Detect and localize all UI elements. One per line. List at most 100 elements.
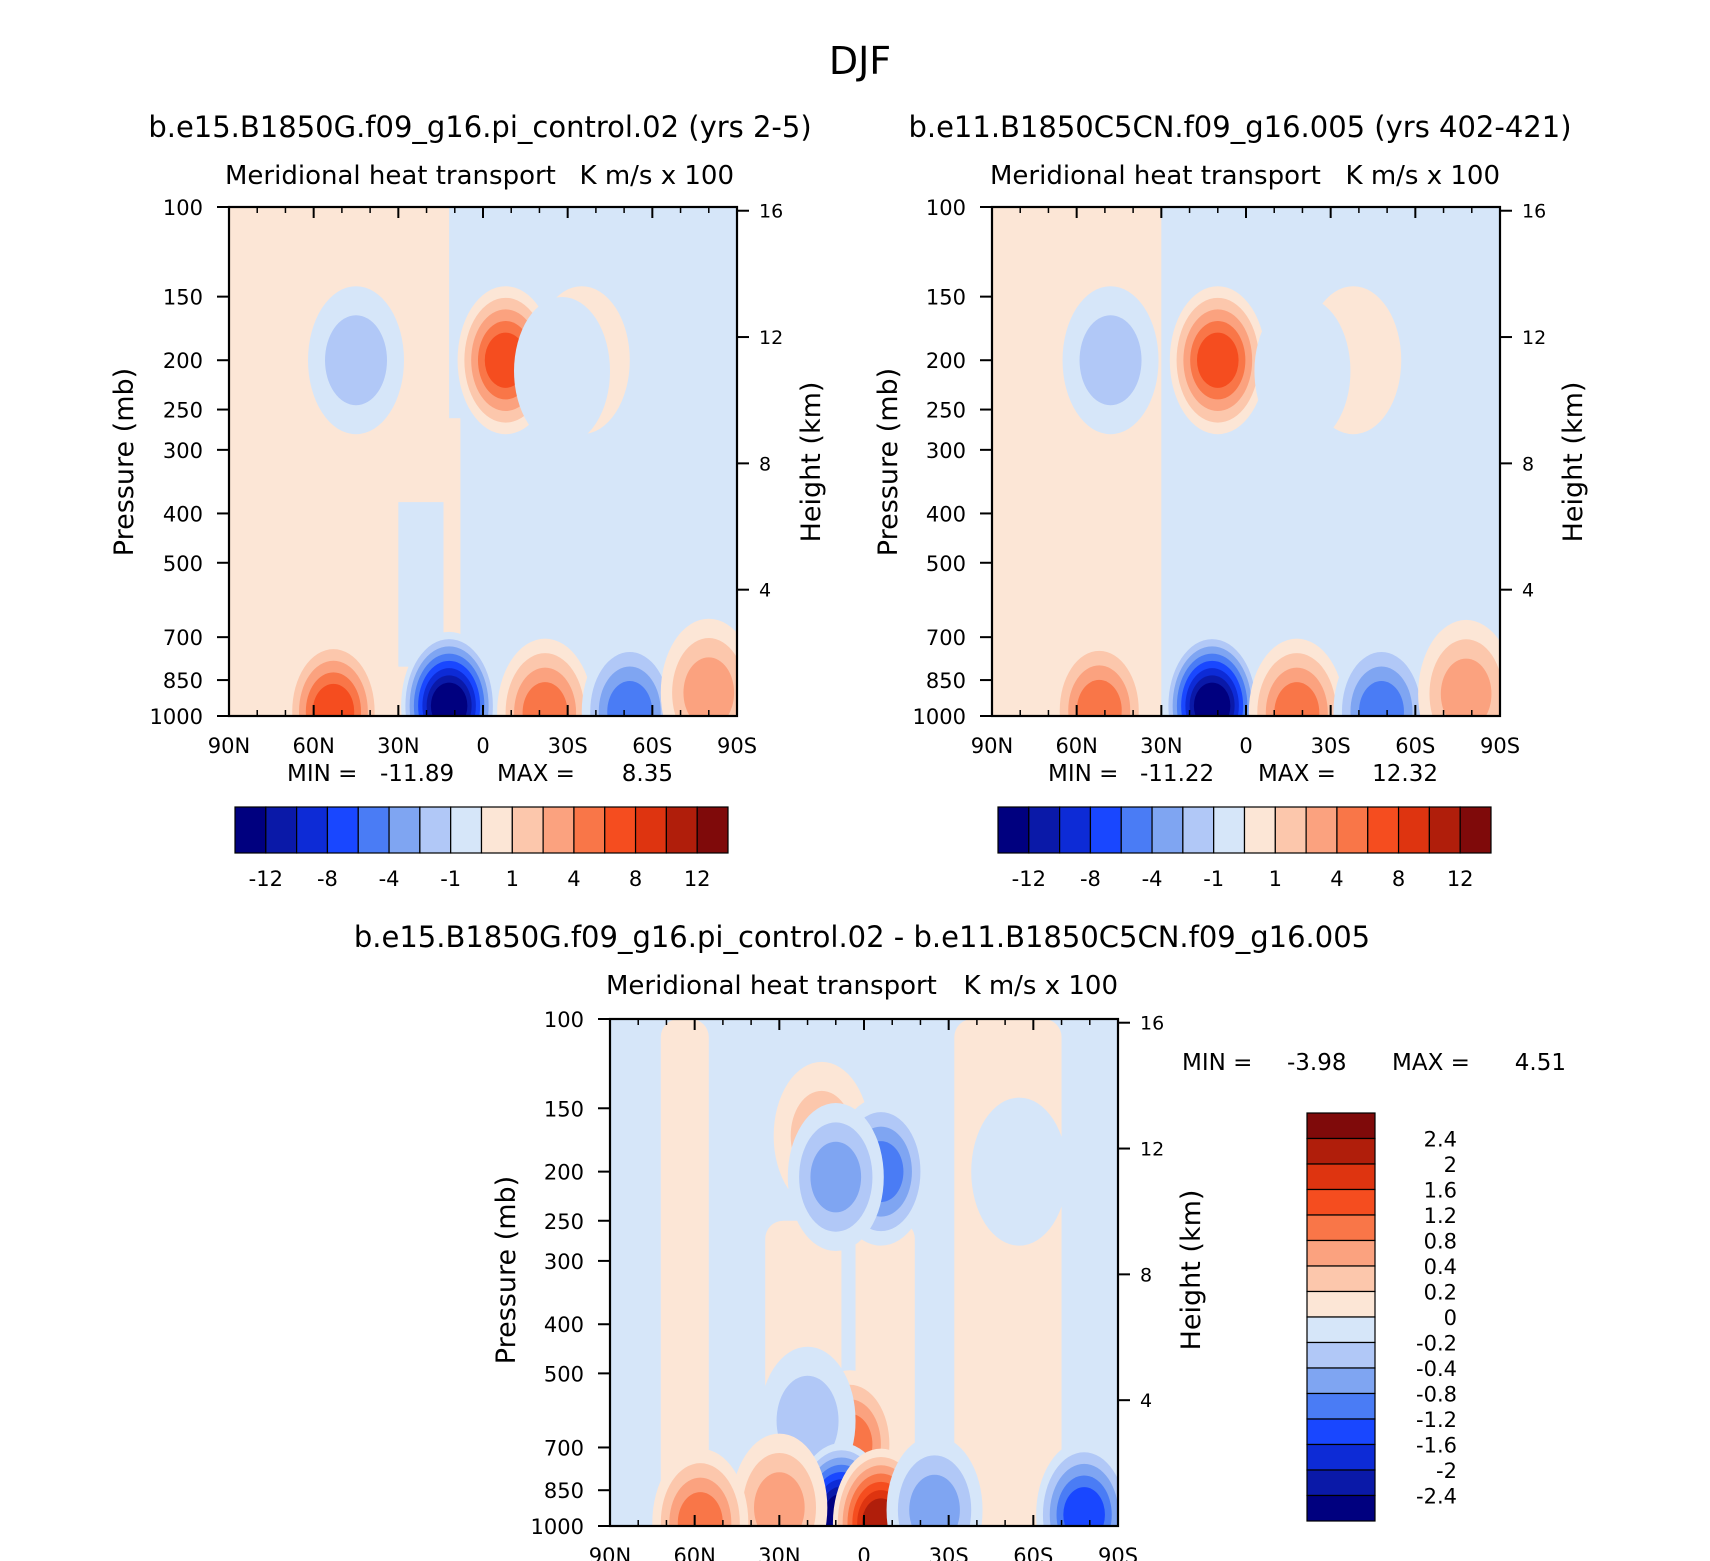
panel-1-ytick-label: 200 <box>163 349 203 373</box>
panel-2-ytick-label: 500 <box>926 552 966 576</box>
panel-3-colorbar-label: -1.2 <box>1416 1408 1457 1432</box>
panel-3-colorbar-box <box>1306 1418 1376 1446</box>
panel-3-contour <box>754 1472 805 1526</box>
panel-1-plot: 90N 60N 30N 0 30S 60S 90S 100 150 200 250 300 400 500… <box>150 196 784 758</box>
panel-3-colorbar-label: -1.6 <box>1416 1434 1457 1458</box>
panel-1-colorbar-box <box>696 806 729 854</box>
panel-3-colorbar-label: -0.2 <box>1416 1332 1457 1356</box>
panel-2-colorbar-box <box>1305 806 1338 854</box>
panel-3-colorbar-box <box>1306 1214 1376 1242</box>
panel-2-colorbar-box <box>1243 806 1276 854</box>
panel-2-xtick-label: 60S <box>1395 734 1435 758</box>
panel-1-max-value: 8.35 <box>622 761 673 787</box>
panel-2-contour <box>1193 682 1231 716</box>
panel-1-ytick-label: 500 <box>163 552 203 576</box>
panel-2-ytick-right-label: 12 <box>1522 327 1546 349</box>
panel-3-xtick-label: 90N <box>589 1544 631 1561</box>
panel-3-right-string: K m/s x 100 <box>964 971 1119 1001</box>
panel-2-colorbar-label: 8 <box>1392 867 1405 891</box>
panel-3-colorbar-box <box>1306 1392 1376 1420</box>
panel-2-colorbar-box <box>1028 806 1061 854</box>
panel-1-colorbar: -12 -8 -4 -1 1 4 8 12 <box>234 806 729 891</box>
panel-2-contour <box>1254 297 1351 446</box>
panel-3-ytick-label: 150 <box>544 1097 584 1121</box>
panel-2-ytick-label: 300 <box>926 439 966 463</box>
panel-1-xtick-label: 30N <box>377 734 419 758</box>
panel-2-colorbar-label: 4 <box>1330 867 1343 891</box>
panel-2-xtick-label: 30N <box>1140 734 1182 758</box>
panel-2-colorbar-box <box>1367 806 1400 854</box>
panel-2-contour <box>1440 658 1492 716</box>
panel-2-xtick-label: 90N <box>971 734 1013 758</box>
panel-1-ytick-label: 400 <box>163 502 203 526</box>
panel-1-colorbar-box <box>388 806 421 854</box>
panel-2-ytick-label: 400 <box>926 502 966 526</box>
panel-2-contour <box>1274 682 1320 716</box>
panel-2-contour <box>1076 679 1122 716</box>
panel-3-contour <box>810 1141 862 1213</box>
panel-3-colorbar-label: -2 <box>1436 1459 1457 1483</box>
panel-3-field <box>610 1019 1118 1526</box>
panel-1-colorbar-label: -4 <box>379 867 400 891</box>
panel-3-colorbar-label: -2.4 <box>1416 1485 1457 1509</box>
panel-1-contour <box>325 315 387 406</box>
panel-3-ylabel-right: Height (km) <box>1176 1190 1207 1351</box>
panel-1-colorbar-box <box>326 806 359 854</box>
panel-2-colorbar-box <box>1089 806 1122 854</box>
panel-1-contour <box>522 682 568 716</box>
panel-2-colorbar-box <box>1336 806 1369 854</box>
panel-3-colorbar-box <box>1306 1469 1376 1497</box>
panel-2-ytick-label: 700 <box>926 626 966 650</box>
panel-1-min-value: -11.89 <box>380 761 454 787</box>
panel-3-xtick-label: 0 <box>857 1544 870 1561</box>
panel-1-contour <box>430 682 468 716</box>
panel-3-colorbar-box <box>1306 1367 1376 1395</box>
panel-2: b.e11.B1850C5CN.f09_g16.005 (yrs 402-421… <box>873 110 1589 891</box>
panel-3-colorbar-box <box>1306 1137 1376 1165</box>
panel-3-ytick-label: 850 <box>544 1479 584 1503</box>
panel-2-ytick-right-label: 8 <box>1522 453 1534 475</box>
panel-1-ytick-label: 850 <box>163 669 203 693</box>
panel-1-colorbar-box <box>634 806 667 854</box>
panel-3-colorbar-box <box>1306 1290 1376 1318</box>
panel-3-colorbar-label: 1.2 <box>1424 1204 1457 1228</box>
panel-1-contour <box>514 297 611 446</box>
panel-3-ytick-label: 400 <box>544 1313 584 1337</box>
panel-3-colorbar-label: 2 <box>1444 1153 1457 1177</box>
panel-2-colorbar-box <box>1459 806 1492 854</box>
panel-3-colorbar-box <box>1306 1239 1376 1267</box>
panel-1-colorbar-box <box>357 806 390 854</box>
panel-1-colorbar-box <box>234 806 267 854</box>
panel-1-ytick-label: 700 <box>163 626 203 650</box>
panel-1-colorbar-box <box>450 806 483 854</box>
panel-3-colorbar-box <box>1306 1163 1376 1191</box>
panel-1-case-title: b.e15.B1850G.f09_g16.pi_control.02 (yrs … <box>148 110 811 144</box>
panel-1-colorbar-box <box>419 806 452 854</box>
panel-3-colorbar-box <box>1306 1265 1376 1293</box>
panel-3-contour <box>971 1097 1068 1246</box>
panel-2-plot: 90N 60N 30N 0 30S 60S 90S 100 150 200 250 300 400 500… <box>913 196 1547 758</box>
panel-2-left-string: Meridional heat transport <box>990 161 1321 191</box>
panel-2-ytick-label: 100 <box>926 196 966 220</box>
panel-1-ytick-label: 300 <box>163 439 203 463</box>
panel-1-ytick-right-label: 8 <box>759 453 771 475</box>
panel-1-xtick-label: 30S <box>548 734 588 758</box>
panel-2-colorbar-label: 12 <box>1447 867 1474 891</box>
panel-1-ytick-label: 1000 <box>150 705 203 729</box>
panel-1-colorbar-label: 4 <box>567 867 580 891</box>
panel-1-contour <box>607 681 653 716</box>
panel-3-ytick-right-label: 8 <box>1140 1264 1152 1286</box>
panel-3-ytick-right-label: 12 <box>1140 1139 1164 1161</box>
panel-3-colorbar-label: 0.8 <box>1424 1230 1457 1254</box>
panel-2-case-title: b.e11.B1850C5CN.f09_g16.005 (yrs 402-421… <box>908 110 1571 144</box>
panel-1-colorbar-label: 12 <box>684 867 711 891</box>
panel-1-xtick-label: 90S <box>717 734 757 758</box>
panel-1-ytick-label: 150 <box>163 286 203 310</box>
panel-3-region <box>660 1019 709 1526</box>
panel-1-colorbar-box <box>542 806 575 854</box>
panel-2-contour <box>1079 315 1142 406</box>
panel-1-colorbar-label: -12 <box>249 867 283 891</box>
panel-2-xtick-label: 0 <box>1239 734 1252 758</box>
panel-3-case-title: b.e15.B1850G.f09_g16.pi_control.02 - b.e… <box>354 920 1370 954</box>
panel-1-colorbar-label: -8 <box>317 867 338 891</box>
